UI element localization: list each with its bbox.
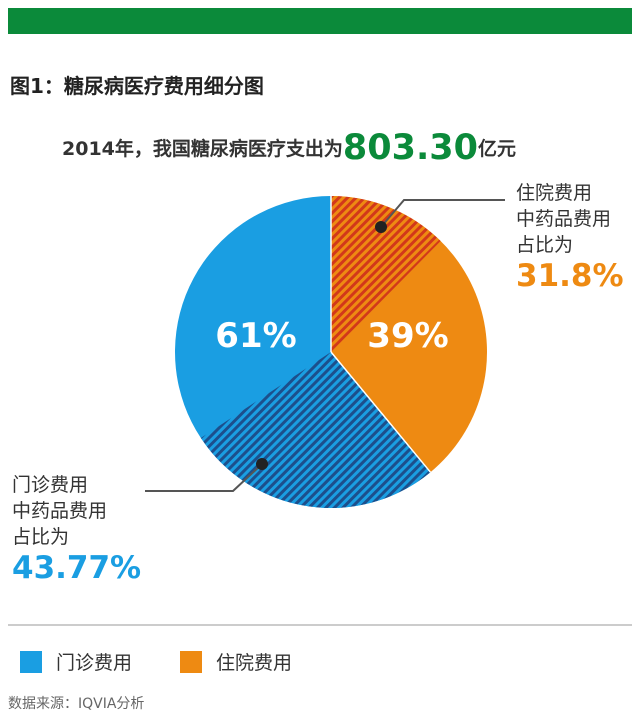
annotation-outpatient-line3: 占比为 bbox=[12, 526, 70, 548]
leader-line-outpatient bbox=[145, 463, 263, 492]
annotation-outpatient: 门诊费用 中药品费用 占比为 43.77% bbox=[12, 472, 141, 586]
subtitle-prefix: 2014年，我国糖尿病医疗支出为 bbox=[62, 138, 343, 160]
legend-label-inpatient: 住院费用 bbox=[216, 652, 293, 674]
leader-dot-inpatient bbox=[375, 221, 387, 233]
subtitle-amount: 803.30 bbox=[342, 128, 478, 168]
annotation-outpatient-line1: 门诊费用 bbox=[12, 474, 89, 496]
header-bar bbox=[8, 8, 632, 34]
annotation-inpatient-line3: 占比为 bbox=[516, 234, 574, 256]
source-note: 数据来源：IQVIA分析 bbox=[8, 696, 145, 712]
pie-subslice-inpatient-medicine bbox=[331, 196, 441, 352]
legend-item-inpatient: 住院费用 bbox=[180, 648, 292, 675]
pie-separator-1 bbox=[330, 351, 432, 473]
annotation-inpatient-line2: 中药品费用 bbox=[516, 208, 612, 230]
annotation-inpatient: 住院费用 中药品费用 占比为 31.8% bbox=[516, 180, 624, 294]
legend-label-outpatient: 门诊费用 bbox=[56, 652, 133, 674]
annotation-outpatient-line2: 中药品费用 bbox=[12, 500, 108, 522]
annotation-inpatient-line1: 住院费用 bbox=[516, 182, 593, 204]
legend: 门诊费用 住院费用 bbox=[20, 648, 340, 675]
leader-line-inpatient bbox=[380, 199, 505, 228]
legend-swatch-inpatient bbox=[180, 650, 203, 673]
legend-item-outpatient: 门诊费用 bbox=[20, 648, 132, 675]
subtitle: 2014年，我国糖尿病医疗支出为803.30亿元 bbox=[62, 128, 516, 168]
annotation-inpatient-pct: 31.8% bbox=[516, 258, 624, 294]
subtitle-unit: 亿元 bbox=[477, 138, 516, 160]
leader-dot-outpatient bbox=[256, 458, 268, 470]
annotation-outpatient-pct: 43.77% bbox=[12, 550, 142, 586]
figure-title: 图1：糖尿病医疗费用细分图 bbox=[10, 74, 264, 98]
pie-subslice-outpatient-medicine bbox=[200, 352, 431, 508]
legend-swatch-outpatient bbox=[20, 650, 42, 673]
slice-label-outpatient: 61% bbox=[215, 316, 296, 356]
divider bbox=[8, 624, 632, 626]
slice-label-inpatient: 39% bbox=[367, 316, 448, 356]
